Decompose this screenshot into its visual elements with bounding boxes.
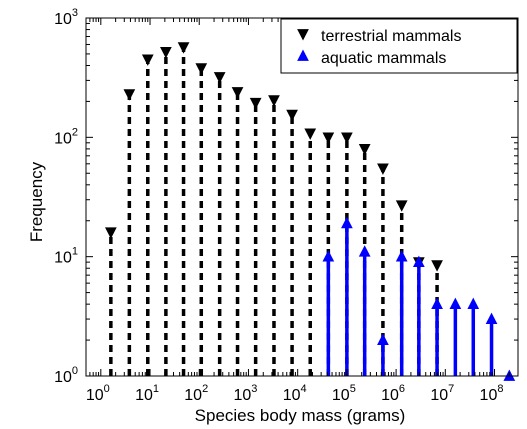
x-tick-label: 107 [430,383,454,404]
aquatic-mammals-marker [412,255,425,268]
legend: terrestrial mammals aquatic mammals [280,18,518,74]
terrestrial-mammals-marker [304,128,317,140]
y-tick-label: 100 [54,365,78,386]
legend-aquatic-mammals-label: aquatic mammals [321,50,446,67]
aquatic-mammals-marker [322,250,335,262]
x-tick-label: 103 [233,383,257,404]
terrestrial-mammals-marker [341,132,353,144]
terrestrial-mammals-marker [249,97,262,110]
x-tick-label: 104 [283,383,307,404]
terrestrial-mammals-marker [286,109,298,122]
terrestrial-mammals-marker [195,63,208,75]
legend-terrestrial-mammals-marker [297,29,309,41]
x-tick-label: 105 [332,383,356,404]
aquatic-mammals-marker [358,245,371,257]
y-tick-label: 101 [54,246,78,267]
aquatic-mammals-marker [377,333,389,345]
legend-aquatic-mammals-marker [297,49,309,61]
terrestrial-mammals-marker [123,89,136,101]
axes-layer: 100 101 102 103 104 105 106 107 108 100 101 102 103 [54,7,519,404]
legend-box [280,18,518,74]
x-tick-label: 101 [135,383,159,404]
terrestrial-mammals-marker [231,87,244,99]
aquatic-mammals-marker [341,216,353,229]
terrestrial-mammals-marker [395,200,408,212]
x-tick-label: 102 [184,383,208,404]
terrestrial-mammals-marker [431,260,443,272]
plot-frame [85,17,519,377]
marker-layer [105,42,516,381]
legend-terrestrial-mammals-label: terrestrial mammals [321,28,461,45]
aquatic-mammals-marker [395,250,408,262]
terrestrial-mammals-marker [105,227,117,239]
terrestrial-mammals-marker [177,42,190,54]
terrestrial-mammals-marker [141,54,154,66]
aquatic-mammals-marker [431,297,443,310]
stem-layer [109,47,494,376]
terrestrial-mammals-marker [160,47,172,59]
terrestrial-mammals-marker [358,144,371,156]
x-axis-label: Species body mass (grams) [195,406,406,425]
terrestrial-mammals-marker [377,163,389,175]
y-axis-label: Frequency [27,161,46,242]
terrestrial-mammals-marker [322,132,335,144]
terrestrial-mammals-marker [268,95,280,107]
y-tick-label: 103 [54,7,78,28]
y-tick-label: 102 [54,126,78,147]
x-tick-label: 100 [86,383,110,404]
aquatic-mammals-marker [485,312,498,324]
terrestrial-mammals-marker [213,72,226,84]
aquatic-mammals-marker [467,297,480,310]
aquatic-mammals-marker [449,297,462,310]
x-tick-label: 106 [381,383,405,404]
x-tick-label: 108 [480,383,504,404]
